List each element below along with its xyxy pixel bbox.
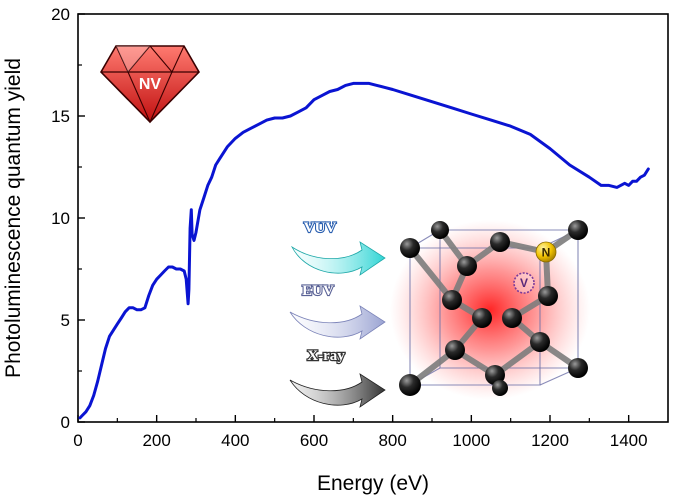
- vuv-arrow: VUV: [290, 219, 386, 276]
- y-tick-label: 15: [51, 107, 70, 126]
- x-axis-title: Energy (eV): [317, 472, 429, 495]
- radiation-arrows: VUV EUV X-ray: [289, 219, 386, 408]
- series-layer: [78, 81, 650, 420]
- vuv-label: VUV: [304, 220, 337, 236]
- x-tick-label: 200: [142, 431, 170, 450]
- x-tick-label: 1400: [610, 431, 648, 450]
- x-tick-label: 600: [300, 431, 328, 450]
- y-tick-label: 5: [61, 311, 70, 330]
- x-tick-label: 800: [378, 431, 406, 450]
- euv-label: EUV: [302, 283, 334, 299]
- xray-label: X-ray: [307, 348, 345, 364]
- y-tick-label: 20: [51, 5, 70, 24]
- y-tick-label: 0: [61, 413, 70, 432]
- y-tick-label: 10: [51, 209, 70, 228]
- nitrogen-label: N: [542, 246, 551, 260]
- nv-badge-label: NV: [139, 76, 162, 93]
- nv-diamond-icon: NV: [100, 45, 200, 124]
- x-tick-label: 0: [73, 431, 82, 450]
- x-tick-label: 400: [221, 431, 249, 450]
- y-axis-title: Photoluminescence quantum yield: [2, 58, 25, 378]
- nitrogen-atom: [535, 241, 557, 263]
- vacancy-label: V: [520, 276, 528, 290]
- x-tick-label: 1200: [531, 431, 569, 450]
- euv-arrow: EUV: [289, 282, 386, 340]
- nv-lattice-illustration: V N: [390, 220, 590, 400]
- x-axis-ticks: 0 200 400 600 800 1000 1200 1400: [73, 415, 648, 450]
- series-line-0: [78, 81, 650, 420]
- xray-arrow: X-ray: [289, 347, 386, 408]
- y-axis-ticks: 0 5 10 15 20: [51, 5, 85, 432]
- vacancy-site: [513, 272, 535, 294]
- x-tick-label: 1000: [452, 431, 490, 450]
